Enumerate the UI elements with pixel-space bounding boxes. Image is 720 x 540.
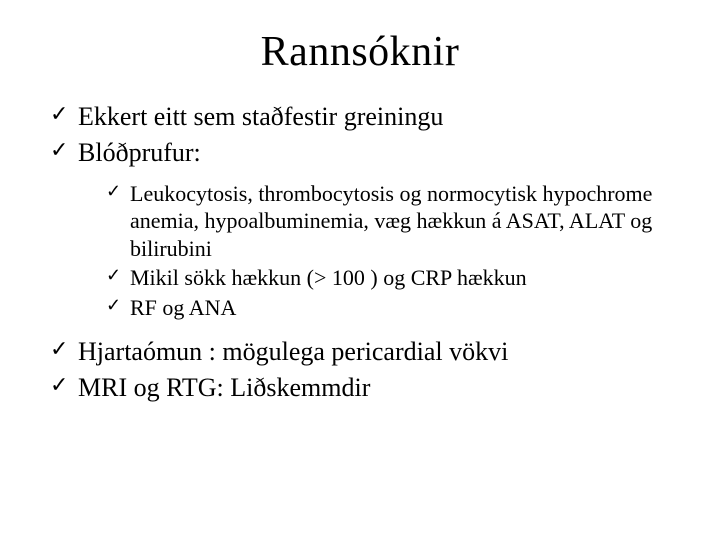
list-item: RF og ANA [106,294,670,322]
list-item-text: MRI og RTG: Liðskemmdir [78,373,370,402]
list-item-text: Hjartaómun : mögulega pericardial vökvi [78,337,508,366]
list-item-text: Ekkert eitt sem staðfestir greiningu [78,102,443,131]
slide-title: Rannsóknir [50,28,670,76]
list-item: MRI og RTG: Liðskemmdir [50,371,670,405]
list-item: Blóðprufur: Leukocytosis, thrombocytosis… [50,136,670,321]
bullet-list-level1: Ekkert eitt sem staðfestir greiningu Bló… [50,100,670,405]
list-item: Ekkert eitt sem staðfestir greiningu [50,100,670,134]
list-item-text: RF og ANA [130,295,236,320]
list-item-text: Blóðprufur: [78,138,201,167]
list-item: Leukocytosis, thrombocytosis og normocyt… [106,180,670,263]
list-item-text: Mikil sökk hækkun (> 100 ) og CRP hækkun [130,265,527,290]
list-item: Mikil sökk hækkun (> 100 ) og CRP hækkun [106,264,670,292]
list-item: Hjartaómun : mögulega pericardial vökvi [50,335,670,369]
list-item-text: Leukocytosis, thrombocytosis og normocyt… [130,181,652,261]
slide: Rannsóknir Ekkert eitt sem staðfestir gr… [0,0,720,540]
bullet-list-level2: Leukocytosis, thrombocytosis og normocyt… [78,180,670,322]
